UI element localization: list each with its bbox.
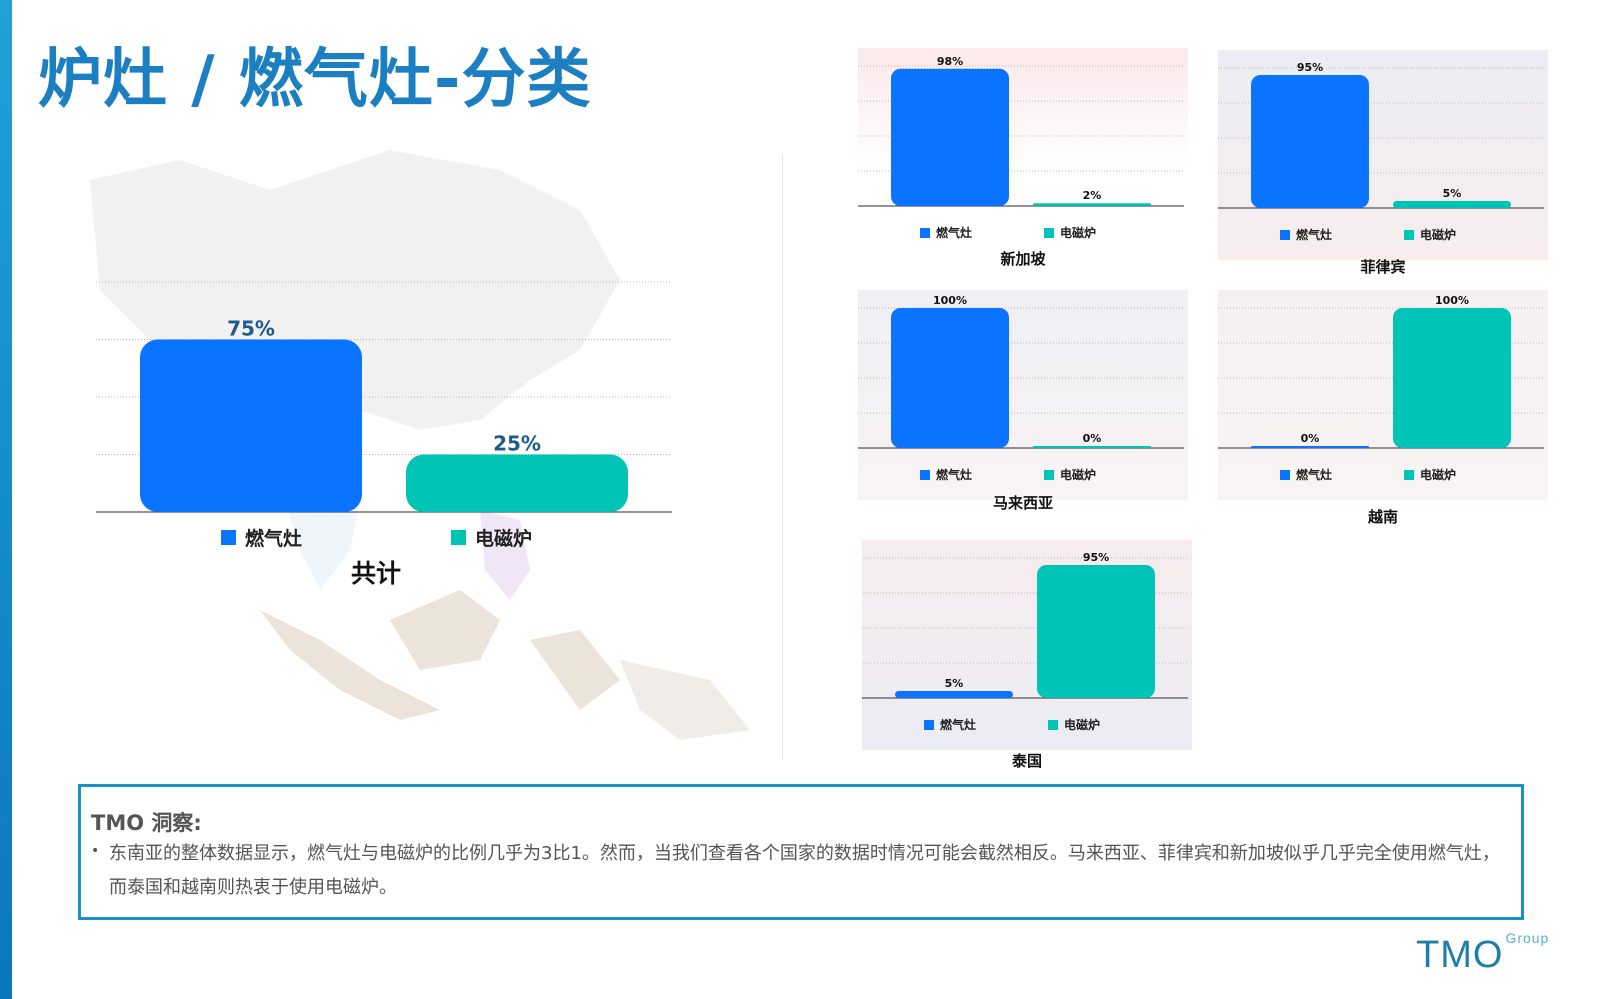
legend-item: 燃气灶 — [920, 224, 1044, 241]
accent-bar — [0, 0, 12, 999]
chart-title: 菲律宾 — [1360, 258, 1406, 276]
legend-label: 电磁炉 — [1420, 228, 1457, 242]
bar-chart-svg: 100% 0% — [858, 294, 1184, 449]
chart-title: 越南 — [1367, 508, 1398, 526]
bar-induction — [1393, 308, 1511, 448]
bar-gas — [1251, 75, 1369, 208]
legend-item: 燃气灶 — [221, 524, 451, 551]
bar-gas — [891, 308, 1009, 448]
legend-label: 燃气灶 — [936, 226, 973, 240]
legend-swatch — [1280, 469, 1290, 480]
insight-text: 东南亚的整体数据显示，燃气灶与电磁炉的比例几乎为3比1。然而，当我们查看各个国家… — [109, 843, 1500, 898]
legend-item: 电磁炉 — [451, 524, 532, 551]
legend-item: 燃气灶 — [1280, 226, 1404, 243]
bar-gas — [895, 691, 1013, 698]
logo-sup: Group — [1505, 930, 1550, 946]
legend-label: 电磁炉 — [1060, 226, 1097, 240]
data-label: 25% — [493, 432, 541, 456]
chart-title: 共计 — [350, 559, 401, 588]
bar-gas — [1251, 446, 1369, 448]
bar-induction — [1393, 201, 1511, 208]
bar-chart-svg: 98% 2% — [858, 55, 1184, 207]
data-label: 98% — [937, 55, 963, 68]
legend: 燃气灶 电磁炉 — [920, 224, 1096, 241]
legend-item: 燃气灶 — [1280, 466, 1404, 483]
chart-title: 马来西亚 — [992, 494, 1053, 512]
legend-label: 电磁炉 — [475, 528, 533, 550]
chart-title: 新加坡 — [1000, 250, 1046, 268]
legend-swatch — [221, 530, 236, 545]
data-label: 100% — [933, 294, 967, 307]
legend: 燃气灶 电磁炉 — [920, 466, 1096, 483]
legend: 燃气灶 电磁炉 — [1280, 226, 1456, 243]
legend-item: 电磁炉 — [1044, 466, 1096, 483]
legend-item: 燃气灶 — [924, 716, 1048, 733]
bar-chart-svg: 5% 95% — [862, 551, 1188, 699]
legend-label: 电磁炉 — [1060, 468, 1097, 482]
data-label: 5% — [945, 677, 964, 690]
insight-bullet: • — [91, 843, 100, 859]
legend-label: 燃气灶 — [1296, 228, 1333, 242]
legend-swatch — [1404, 469, 1414, 480]
tmo-group-logo: TMO Group — [1416, 930, 1549, 977]
legend-label: 燃气灶 — [936, 468, 973, 482]
legend-swatch — [1048, 719, 1058, 730]
legend-label: 电磁炉 — [1064, 718, 1101, 732]
bar-induction — [1033, 446, 1151, 448]
legend: 燃气灶 电磁炉 — [1280, 466, 1456, 483]
chart-title: 泰国 — [1011, 752, 1042, 770]
legend-swatch — [451, 530, 466, 545]
bar-chart-svg: 95% 5% — [1218, 61, 1544, 209]
bar-gas — [891, 68, 1009, 206]
legend-swatch — [920, 227, 930, 238]
legend-label: 燃气灶 — [940, 718, 977, 732]
legend-swatch — [1404, 229, 1414, 240]
legend-swatch — [1044, 469, 1054, 480]
legend-label: 燃气灶 — [245, 528, 303, 550]
bar-induction — [1037, 565, 1155, 698]
legend: 燃气灶 电磁炉 — [924, 716, 1100, 733]
data-label: 2% — [1083, 189, 1102, 202]
page-title: 炉灶 / 燃气灶-分类 — [38, 43, 592, 117]
data-label: 0% — [1083, 432, 1102, 445]
logo-text: TMO — [1416, 934, 1504, 976]
legend-label: 燃气灶 — [1296, 468, 1333, 482]
legend-label: 电磁炉 — [1420, 468, 1457, 482]
data-label: 5% — [1443, 187, 1462, 200]
legend: 燃气灶 电磁炉 — [221, 524, 532, 551]
bar-chart-svg: 0% 100% — [1218, 294, 1544, 449]
legend-item: 电磁炉 — [1404, 226, 1456, 243]
legend-swatch — [924, 719, 934, 730]
data-label: 0% — [1301, 432, 1320, 445]
data-label: 95% — [1297, 61, 1323, 74]
insight-title: TMO 洞察: — [91, 811, 202, 835]
bar-induction — [406, 454, 628, 512]
insight-box: TMO 洞察: • 东南亚的整体数据显示，燃气灶与电磁炉的比例几乎为3比1。然而… — [78, 784, 1524, 920]
bar-induction — [1033, 203, 1151, 206]
legend-swatch — [1044, 227, 1054, 238]
legend-item: 电磁炉 — [1048, 716, 1100, 733]
data-label: 75% — [227, 317, 275, 341]
legend-swatch — [920, 469, 930, 480]
vertical-divider — [782, 155, 783, 760]
bar-chart-svg: 75% 25% — [96, 281, 672, 513]
data-label: 95% — [1083, 551, 1109, 564]
legend-item: 电磁炉 — [1404, 466, 1456, 483]
legend-swatch — [1280, 229, 1290, 240]
data-label: 100% — [1435, 294, 1469, 307]
legend-item: 电磁炉 — [1044, 224, 1096, 241]
legend-item: 燃气灶 — [920, 466, 1044, 483]
bar-gas — [140, 339, 362, 512]
